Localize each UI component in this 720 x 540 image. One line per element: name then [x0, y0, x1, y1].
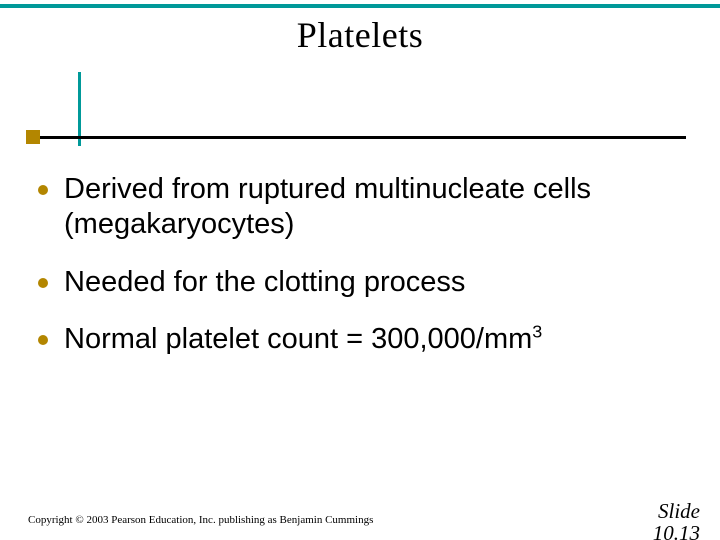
bullet-dot-icon — [38, 278, 48, 288]
divider-square — [26, 130, 40, 144]
bullet-list: Derived from ruptured multinucleate cell… — [38, 172, 676, 380]
divider-horizontal — [26, 136, 686, 139]
divider-vertical — [78, 72, 81, 146]
slide-number: Slide 10.13 — [653, 500, 700, 540]
top-rule — [0, 4, 720, 8]
copyright-text: Copyright © 2003 Pearson Education, Inc.… — [28, 514, 373, 526]
bullet-text: Derived from ruptured multinucleate cell… — [64, 172, 676, 243]
bullet-item: Normal platelet count = 300,000/mm3 — [38, 322, 676, 357]
slide-title: Platelets — [0, 14, 720, 56]
bullet-text: Normal platelet count = 300,000/mm3 — [64, 322, 542, 357]
slide-label: Slide — [658, 499, 700, 523]
slide: Platelets Derived from ruptured multinuc… — [0, 0, 720, 540]
bullet-dot-icon — [38, 185, 48, 195]
bullet-item: Needed for the clotting process — [38, 265, 676, 300]
bullet-item: Derived from ruptured multinucleate cell… — [38, 172, 676, 243]
slide-num: 10.13 — [653, 521, 700, 540]
title-divider — [26, 130, 686, 146]
bullet-dot-icon — [38, 335, 48, 345]
bullet-text: Needed for the clotting process — [64, 265, 465, 300]
